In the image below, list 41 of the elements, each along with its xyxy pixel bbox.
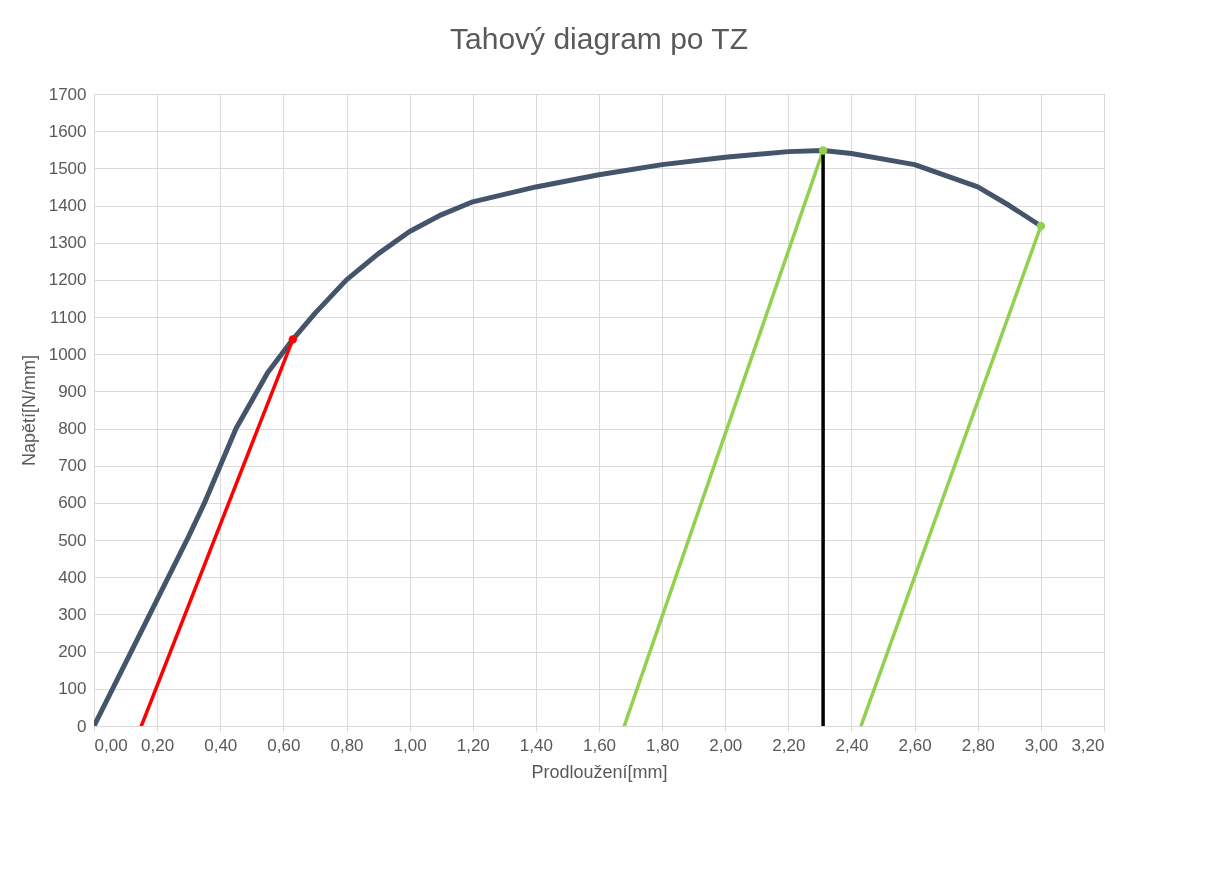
point <box>818 146 828 155</box>
x-tick-label: 1,00 <box>393 735 427 755</box>
y-tick-label: 900 <box>58 381 87 401</box>
y-tick-label: 1200 <box>48 270 87 290</box>
x-tick-label: 0,20 <box>141 735 175 755</box>
x-tick-label: 3,20 <box>1071 735 1105 755</box>
x-tick-label: 3,00 <box>1024 735 1058 755</box>
x-tick-label: 1,40 <box>519 735 553 755</box>
y-tick-label: 1400 <box>48 196 87 216</box>
y-tick-label: 100 <box>58 679 87 699</box>
y-tick-label: 300 <box>58 604 87 624</box>
x-tick-label: 2,80 <box>961 735 995 755</box>
point <box>1036 221 1046 231</box>
y-tick-label: 1000 <box>48 344 87 364</box>
chart-title: Tahový diagram po TZ <box>450 22 748 55</box>
y-tick-label: 1300 <box>48 233 87 253</box>
x-tick-label: 0,60 <box>267 735 301 755</box>
y-tick-label: 700 <box>58 456 87 476</box>
x-tick-label: 1,20 <box>456 735 490 755</box>
y-tick-label: 400 <box>58 567 87 587</box>
y-axis-title: Napětí[N/mm] <box>18 354 39 467</box>
x-tick-label: 2,00 <box>709 735 743 755</box>
x-axis-title: Prodloužení[mm] <box>531 761 668 782</box>
y-tick-label: 1500 <box>48 158 87 178</box>
point <box>288 335 298 344</box>
y-tick-label: 200 <box>58 642 87 662</box>
y-tick-label: 0 <box>77 716 87 736</box>
y-tick-label: 800 <box>58 419 87 439</box>
y-tick-label: 1600 <box>48 121 87 141</box>
x-tick-label: 1,60 <box>582 735 617 755</box>
x-tick-label: 1,80 <box>646 735 680 755</box>
x-tick-label: 0,40 <box>204 735 238 755</box>
x-tick-label: 0,80 <box>330 735 364 755</box>
y-tick-label: 500 <box>58 530 87 550</box>
x-tick-label: 2,40 <box>835 735 869 755</box>
y-tick-label: 1100 <box>49 307 87 327</box>
y-tick-label: 600 <box>58 493 87 513</box>
y-tick-label: 1700 <box>48 84 87 104</box>
x-tick-label: 2,20 <box>772 735 806 755</box>
x-tick-label: 0,00 <box>94 735 128 755</box>
x-tick-label: 2,60 <box>898 735 932 755</box>
